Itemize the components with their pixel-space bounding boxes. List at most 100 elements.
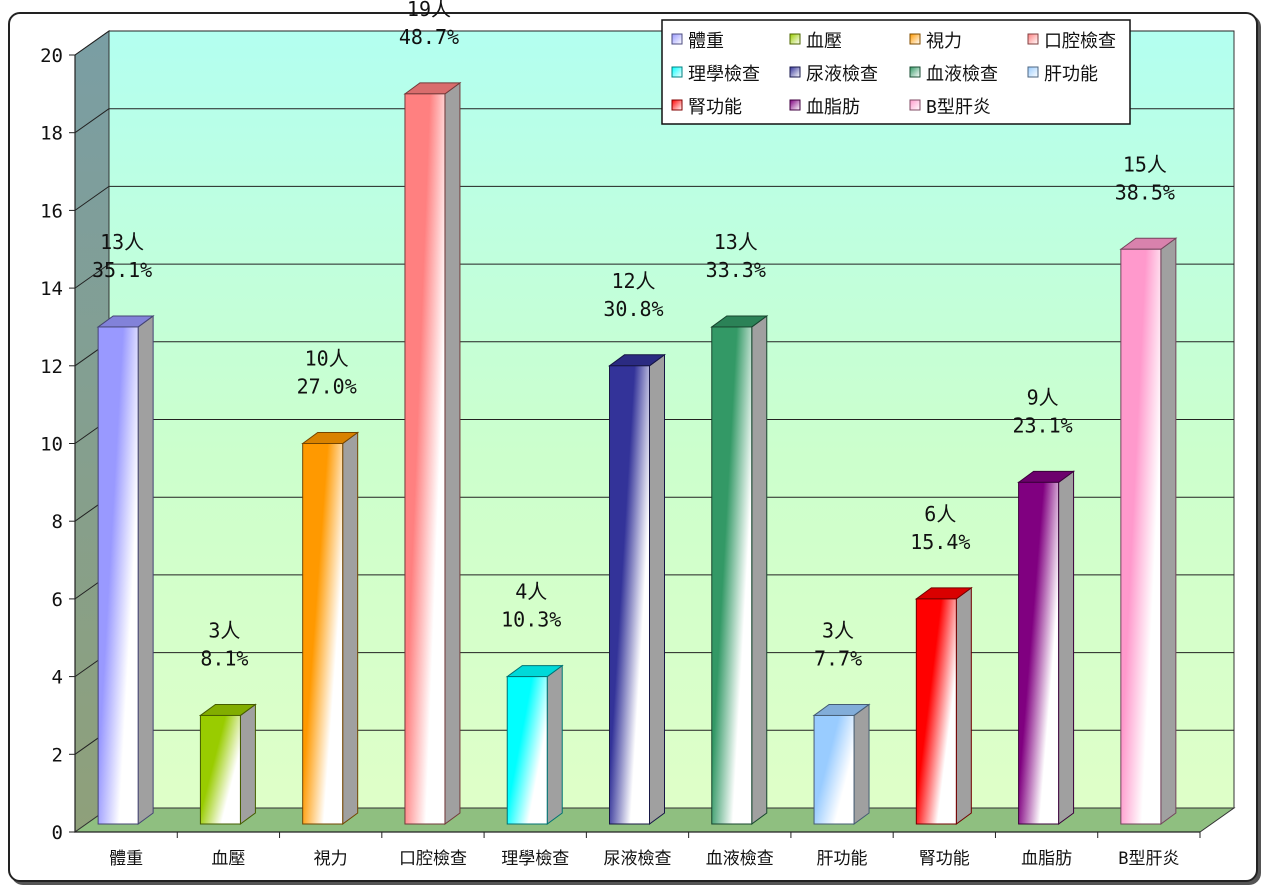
bar-B型肝炎[interactable]: [1119, 237, 1178, 825]
y-tick-label: 20: [40, 45, 63, 67]
bar-side-face: [137, 314, 154, 825]
percent-label: 48.7%: [399, 25, 459, 49]
bar-front-face: [609, 365, 650, 825]
bar-front-face: [506, 676, 548, 825]
bar-口腔檢查[interactable]: [403, 81, 462, 825]
legend-label: 視力: [926, 31, 962, 52]
bar-side-face: [546, 664, 563, 825]
bar-血脂肪[interactable]: [1017, 470, 1076, 825]
legend-swatch: [671, 99, 683, 111]
percent-label: 35.1%: [92, 258, 152, 282]
bar-side-face: [649, 353, 665, 825]
count-label: 3人: [822, 618, 854, 642]
percent-label: 27.0%: [297, 375, 357, 399]
count-label: 19人: [407, 0, 451, 21]
bar-side-face: [444, 81, 461, 825]
legend-label: 腎功能: [688, 97, 742, 118]
category-label: 理學檢查: [501, 849, 569, 869]
count-label: 9人: [1027, 385, 1059, 409]
category-label: 血液檢查: [706, 849, 774, 869]
bar-front-face: [404, 93, 446, 825]
bar-front-face: [1120, 248, 1162, 825]
y-tick-label: 14: [40, 278, 63, 300]
gridline-side: [74, 263, 110, 289]
category-label: B型肝炎: [1118, 849, 1179, 869]
bar-side-face: [955, 586, 972, 825]
legend-label: 體重: [688, 31, 724, 52]
category-label: 血壓: [211, 849, 245, 869]
bar-front-face: [302, 443, 344, 825]
y-tick-label: 2: [52, 744, 63, 766]
bar-front-face: [199, 714, 241, 825]
category-label: 視力: [314, 849, 348, 869]
category-label: 尿液檢查: [604, 849, 672, 869]
bar-side-face: [751, 314, 768, 825]
category-label: 腎功能: [919, 849, 970, 869]
count-label: 4人: [515, 580, 547, 604]
percent-label: 10.3%: [501, 608, 561, 632]
bar-血壓[interactable]: [198, 703, 257, 825]
count-label: 6人: [924, 502, 956, 526]
bar-side-face: [239, 703, 256, 825]
percent-label: 8.1%: [200, 646, 248, 670]
bar-side-face: [342, 431, 359, 825]
percent-label: 38.5%: [1115, 180, 1175, 204]
legend-swatch: [671, 66, 683, 78]
bar-side-face: [853, 703, 870, 825]
percent-label: 33.3%: [706, 258, 766, 282]
category-label: 血脂肪: [1021, 849, 1072, 869]
legend-swatch: [909, 99, 921, 111]
legend-swatch: [909, 66, 921, 78]
y-tick-label: 18: [40, 123, 63, 145]
percent-label: 15.4%: [910, 530, 970, 554]
count-label: 3人: [208, 618, 240, 642]
bar-尿液檢查[interactable]: [607, 353, 667, 825]
legend-label: 血壓: [806, 31, 842, 52]
count-label: 13人: [714, 230, 758, 254]
legend-label: 尿液檢查: [806, 64, 878, 85]
legend-swatch: [789, 33, 801, 45]
bar-體重[interactable]: [96, 314, 155, 825]
y-tick-label: 16: [40, 200, 63, 222]
y-tick-label: 0: [52, 822, 63, 844]
legend-swatch: [789, 99, 801, 111]
y-tick-label: 12: [40, 356, 63, 378]
legend-label: 口腔檢查: [1044, 31, 1116, 52]
bar-side-face: [1058, 470, 1075, 825]
legend-box: [661, 19, 1131, 125]
gridline-side: [74, 108, 110, 134]
y-tick-label: 4: [52, 667, 63, 689]
bar-front-face: [97, 326, 139, 825]
bar-理學檢查[interactable]: [505, 664, 564, 825]
count-label: 15人: [1123, 152, 1167, 176]
legend-swatch: [789, 66, 801, 78]
category-label: 體重: [109, 849, 143, 869]
legend-label: 肝功能: [1044, 64, 1098, 85]
bar-視力[interactable]: [301, 431, 360, 825]
count-label: 10人: [305, 347, 349, 371]
category-label: 肝功能: [817, 849, 868, 869]
bar-血液檢查[interactable]: [710, 314, 769, 825]
gridline-side: [74, 30, 110, 56]
bar-front-face: [1018, 481, 1060, 825]
bar-front-face: [915, 598, 957, 825]
count-label: 12人: [611, 269, 655, 293]
y-tick-label: 10: [40, 434, 63, 456]
percent-label: 7.7%: [814, 646, 862, 670]
bar-腎功能[interactable]: [914, 586, 973, 825]
gridline-side: [74, 185, 110, 211]
y-tick-label: 8: [52, 511, 63, 533]
bar-front-face: [813, 714, 855, 825]
legend-label: 血脂肪: [806, 97, 860, 118]
legend-swatch: [909, 33, 921, 45]
percent-label: 23.1%: [1012, 413, 1072, 437]
count-label: 13人: [100, 230, 144, 254]
legend-label: B型肝炎: [926, 97, 991, 118]
bar-side-face: [1160, 237, 1177, 825]
bar-front-face: [711, 326, 753, 825]
legend-swatch: [1027, 33, 1039, 45]
percent-label: 30.8%: [603, 297, 663, 321]
bar-肝功能[interactable]: [812, 703, 871, 825]
category-label: 口腔檢查: [399, 849, 467, 869]
